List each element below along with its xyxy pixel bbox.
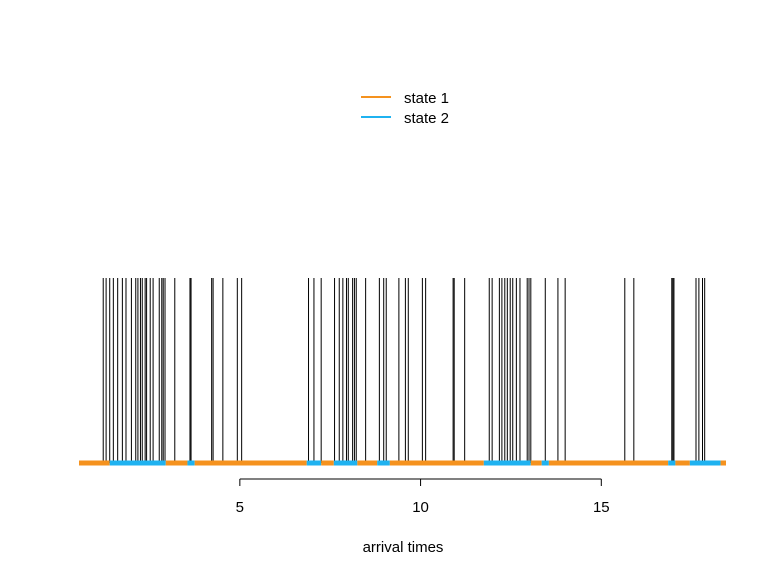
legend-label-state-2: state 2 [404, 110, 449, 127]
arrival-event-lines [102, 278, 706, 463]
x-axis: 5 10 15 [236, 478, 610, 516]
x-tick-label: 15 [593, 499, 610, 516]
x-tick-label: 5 [236, 499, 244, 516]
x-tick-label: 10 [412, 499, 429, 516]
x-axis-label: arrival times [363, 539, 444, 556]
legend-label-state-1: state 1 [404, 90, 449, 107]
legend: state 1 state 2 [361, 90, 449, 127]
